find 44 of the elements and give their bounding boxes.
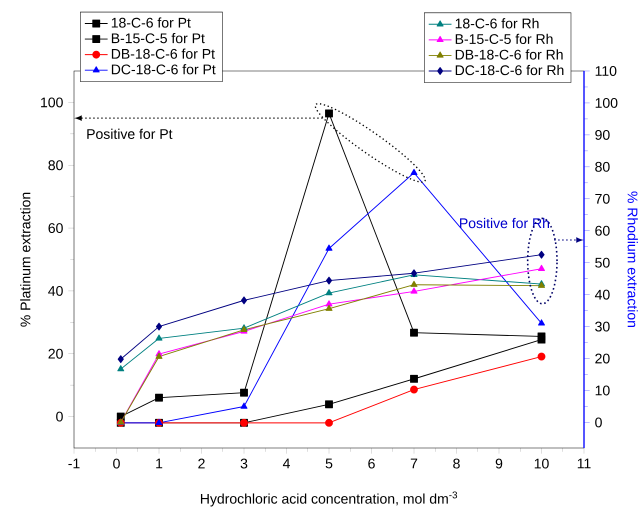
y2-tick-label: 80 [595,162,610,172]
annotation: Positive for Rh [460,218,549,228]
x-tick-label: 11 [578,458,591,468]
y-tick-label: 60 [48,223,63,234]
y-tick-label: 20 [48,348,63,359]
x-tick-label: 1 [156,458,162,468]
x-tick-label: 5 [326,458,332,468]
legend-label: 18-C-6 for Pt [112,17,191,28]
y2-tick-label: 0 [595,417,602,428]
legend-label: B-15-C-5 for Pt [112,32,205,44]
y-axis-title: % Platinum extraction [20,192,30,327]
x-tick-label: 0 [113,458,120,469]
annotation: Positive for Pt [87,128,172,139]
x-tick-label: 10 [534,458,549,469]
y2-tick-label: 10 [596,386,610,396]
y2-tick-label: 90 [595,130,610,140]
x-tick-label: 8 [453,458,460,469]
legend-label: 18-C-6 for Rh [456,18,539,28]
x-tick-label: 3 [240,458,248,469]
y-tick-label: 0 [56,412,63,422]
legend-label: DC-18-C-6 for Rh [456,64,564,76]
legend-label: DB-18-C-6 for Pt [112,48,215,59]
x-tick-label: -1 [68,458,80,468]
x-axis-title: Hydrochloric acid concentration, mol dm$^{-3}$ [200,491,458,506]
x-tick-label: 7 [410,458,418,468]
x-tick-label: 4 [282,458,290,468]
x-tick-label: 9 [496,458,502,469]
y2-tick-label: 20 [595,354,610,364]
y2-axis-title: % Rhodium extraction [628,192,638,328]
legend-label: DC-18-C-6 for Pt [112,64,216,74]
y2-tick-label: 40 [594,290,610,300]
y-tick-label: 40 [48,286,63,296]
y-tick-label: 100 [41,97,63,108]
x-tick-label: 2 [198,458,205,468]
y2-tick-label: 110 [596,66,616,76]
legend-label: B-15-C-5 for Rh [456,34,553,44]
y2-tick-label: 60 [595,226,610,236]
y2-tick-label: 70 [595,194,610,204]
y2-tick-label: 30 [595,322,610,332]
y-tick-label: 80 [48,160,63,170]
x-tick-label: 6 [368,458,375,469]
legend-label: DB-18-C-6 for Rh [456,49,563,60]
y2-tick-label: 50 [595,258,610,268]
y2-tick-label: 100 [596,98,618,108]
